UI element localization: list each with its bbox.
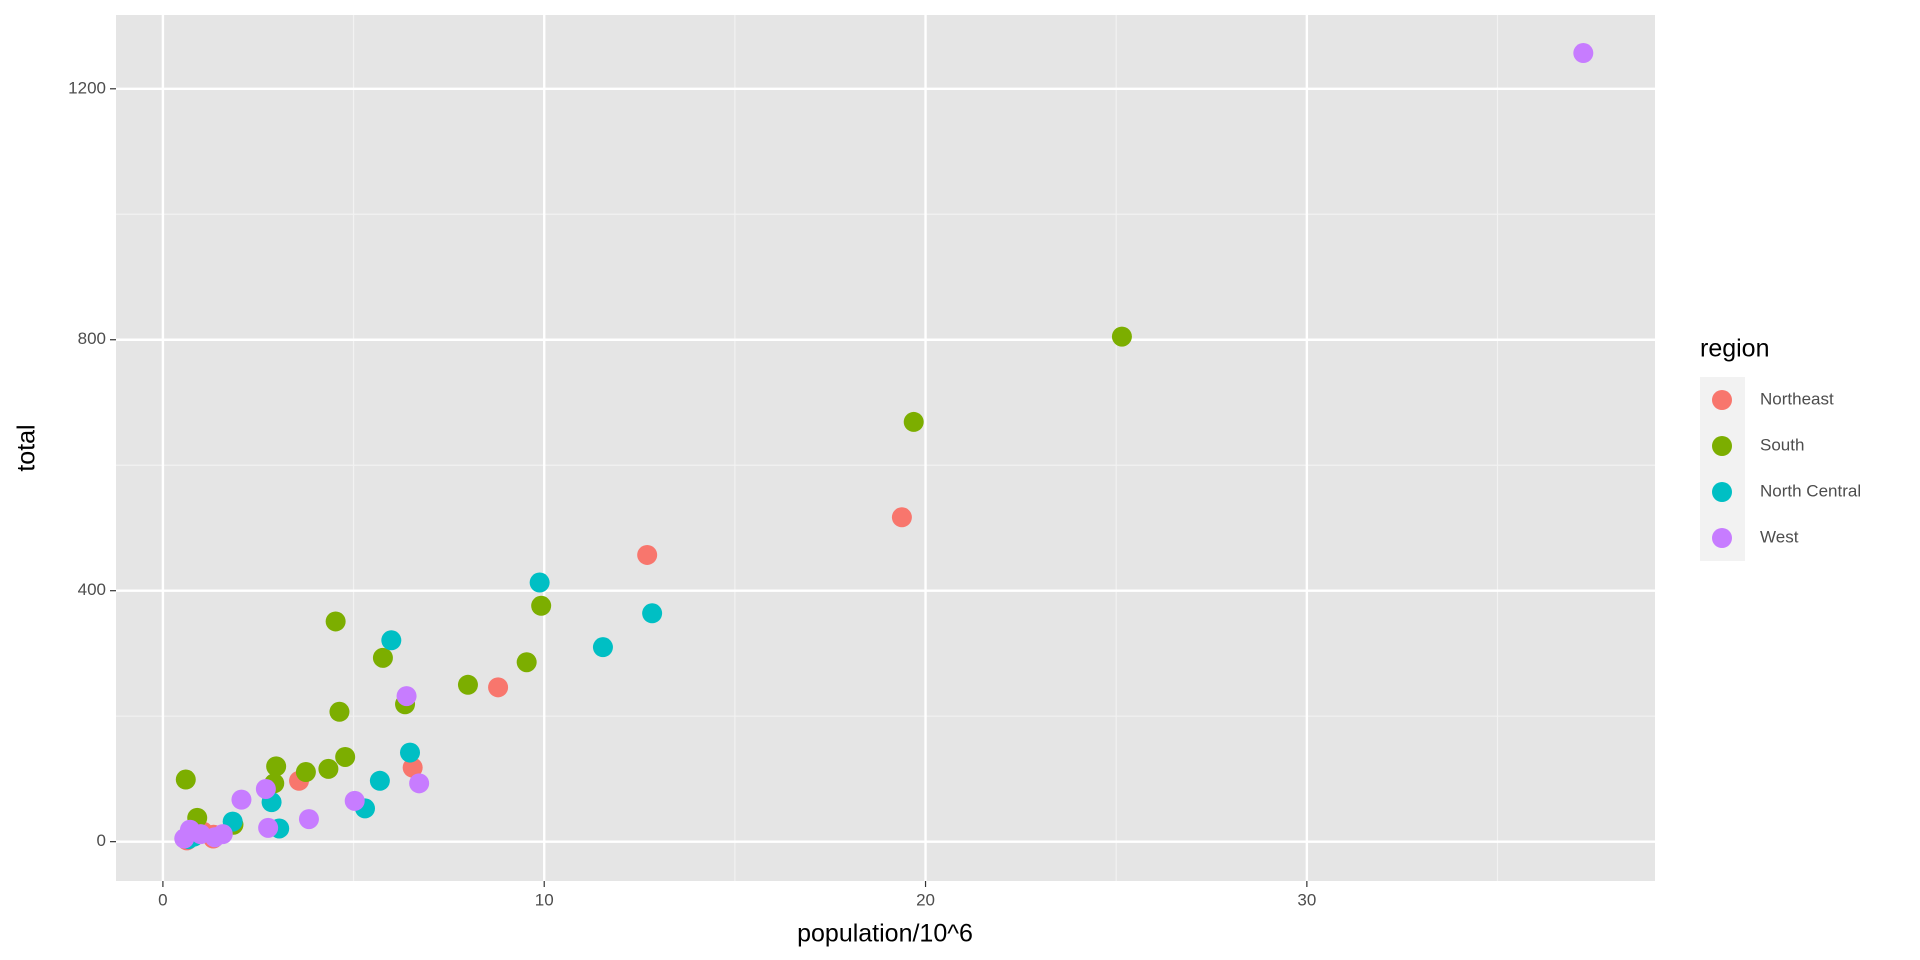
point [516,652,537,673]
legend-label: North Central [1760,481,1861,500]
point [1111,326,1132,347]
point [903,411,924,432]
point [1573,43,1594,64]
point [318,758,339,779]
legend-label: Northeast [1760,389,1834,408]
x-tick-label: 10 [535,890,554,909]
y-tick-label: 0 [97,831,106,850]
point [344,790,365,811]
point [396,686,417,707]
legend-label: South [1760,435,1804,454]
legend-marker [1712,482,1732,502]
point [212,824,233,845]
point [372,647,393,668]
point [325,611,346,632]
point [174,828,195,849]
point [488,677,509,698]
point [258,817,279,838]
legend-marker [1712,436,1732,456]
point [399,742,420,763]
x-tick-label: 30 [1297,890,1316,909]
point [329,701,350,722]
legend-label: West [1760,527,1799,546]
point [642,603,663,624]
point [381,630,402,651]
point [231,789,252,810]
y-tick-label: 400 [78,580,106,599]
point [335,746,356,767]
x-tick-label: 20 [916,890,935,909]
y-tick-label: 1200 [68,78,106,97]
point [637,544,658,565]
x-tick-label: 0 [158,890,167,909]
point [298,809,319,830]
y-tick-label: 800 [78,329,106,348]
point [369,770,390,791]
point [266,756,287,777]
point [409,773,430,794]
point [457,674,478,695]
y-axis-label: total [13,424,41,471]
panel [116,15,1655,881]
legend-marker [1712,528,1732,548]
point [295,762,316,783]
point [592,637,613,658]
legend-title: region [1700,335,1770,363]
point [402,757,423,778]
point [190,824,211,845]
point [175,769,196,790]
legend-marker [1712,390,1732,410]
point [255,778,276,799]
point [891,507,912,528]
point [529,572,550,593]
x-axis-label: population/10^6 [797,920,973,948]
point [531,595,552,616]
